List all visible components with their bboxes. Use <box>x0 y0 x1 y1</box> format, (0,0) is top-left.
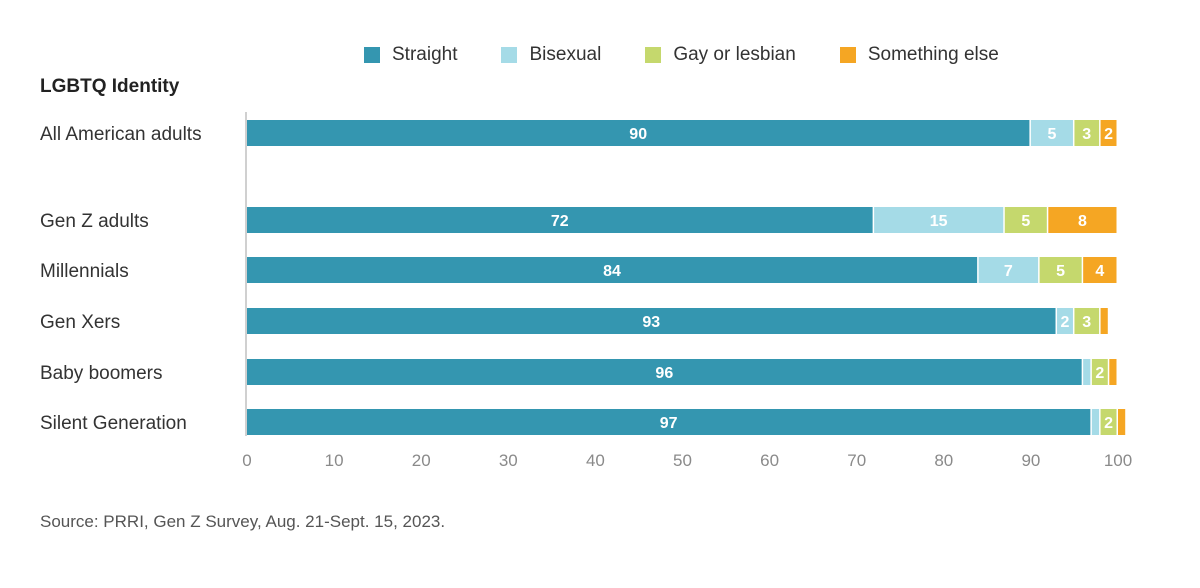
bar-all-american-adults-gay-or-lesbian <box>1074 120 1100 146</box>
x-tick-label-70: 70 <box>847 451 866 470</box>
data-label-silent-generation-straight: 97 <box>660 415 678 432</box>
x-tick-label-0: 0 <box>242 451 251 470</box>
bar-gen-xers-gay-or-lesbian <box>1074 308 1100 334</box>
bar-silent-generation-straight <box>247 409 1091 435</box>
bar-gen-z-adults-bisexual <box>874 207 1004 233</box>
bar-gen-z-adults-straight <box>247 207 873 233</box>
chart-title: LGBTQ Identity <box>40 76 180 97</box>
bar-millennials-something-else <box>1083 257 1117 283</box>
legend-item-straight: Straight <box>364 44 457 66</box>
x-tick-label-20: 20 <box>412 451 431 470</box>
legend-swatch-something-else <box>839 47 856 63</box>
x-tick-label-60: 60 <box>760 451 779 470</box>
data-label-all-american-adults-straight: 90 <box>629 126 647 143</box>
legend-label-straight: Straight <box>392 44 458 65</box>
bar-all-american-adults-something-else <box>1100 120 1117 146</box>
legend-swatch-gay-or-lesbian <box>645 47 662 63</box>
x-tick-label-90: 90 <box>1021 451 1040 470</box>
data-label-millennials-straight: 84 <box>603 263 621 280</box>
data-label-gen-z-adults-bisexual: 15 <box>930 213 948 230</box>
bar-all-american-adults-straight <box>247 120 1030 146</box>
stacked-bar-chart: All American adults Gen Z adults Millennia… <box>40 112 1132 470</box>
x-tick-label-30: 30 <box>499 451 518 470</box>
data-label-gen-z-adults-something-else: 8 <box>1078 213 1087 230</box>
data-label-millennials-gay-or-lesbian: 5 <box>1056 263 1065 280</box>
bar-millennials-bisexual <box>978 257 1039 283</box>
data-label-gen-xers-straight: 93 <box>642 314 660 331</box>
x-tick-label-80: 80 <box>934 451 953 470</box>
data-label-gen-xers-gay-or-lesbian: 3 <box>1082 314 1091 331</box>
legend-item-something-else: Something else <box>839 44 999 66</box>
bar-gen-z-adults-something-else <box>1048 207 1117 233</box>
category-label-gen-z-adults: Gen Z adults <box>40 211 149 232</box>
legend-label-gay-or-lesbian: Gay or lesbian <box>673 44 796 65</box>
x-tick-label-100: 100 <box>1104 451 1132 470</box>
data-label-baby-boomers-gay-or-lesbian: 2 <box>1095 365 1104 382</box>
data-label-silent-generation-gay-or-lesbian: 2 <box>1104 415 1113 432</box>
data-label-gen-z-adults-straight: 72 <box>551 213 569 230</box>
legend-swatch-straight <box>364 47 380 63</box>
bar-gen-xers-something-else <box>1100 308 1108 334</box>
category-label-millennials: Millennials <box>40 261 129 282</box>
bar-all-american-adults-bisexual <box>1030 120 1073 146</box>
legend-item-bisexual: Bisexual <box>501 44 601 66</box>
data-label-millennials-bisexual: 7 <box>1004 263 1013 280</box>
data-label-gen-xers-bisexual: 2 <box>1061 314 1070 331</box>
x-tick-label-40: 40 <box>586 451 605 470</box>
source-note: Source: PRRI, Gen Z Survey, Aug. 21-Sept… <box>40 512 446 531</box>
data-label-all-american-adults-bisexual: 5 <box>1047 126 1056 143</box>
data-label-millennials-something-else: 4 <box>1095 263 1104 280</box>
bar-silent-generation-bisexual <box>1091 409 1100 435</box>
bar-gen-z-adults-gay-or-lesbian <box>1004 207 1047 233</box>
legend-label-bisexual: Bisexual <box>529 44 602 65</box>
bar-millennials-gay-or-lesbian <box>1039 257 1082 283</box>
bar-gen-xers-straight <box>247 308 1056 334</box>
bar-baby-boomers-something-else <box>1109 359 1117 385</box>
category-label-baby-boomers: Baby boomers <box>40 363 163 384</box>
data-label-all-american-adults-something-else: 2 <box>1104 126 1113 143</box>
bar-baby-boomers-gay-or-lesbian <box>1091 359 1108 385</box>
data-label-gen-z-adults-gay-or-lesbian: 5 <box>1021 213 1030 230</box>
bar-silent-generation-something-else <box>1118 409 1126 435</box>
bar-millennials-straight <box>247 257 978 283</box>
bar-silent-generation-gay-or-lesbian <box>1100 409 1117 435</box>
chart-legend: Straight Bisexual Gay or lesbian Somethi… <box>364 44 1043 66</box>
bar-baby-boomers-bisexual <box>1083 359 1091 385</box>
category-label-all-american-adults: All American adults <box>40 124 202 145</box>
data-label-all-american-adults-gay-or-lesbian: 3 <box>1082 126 1091 143</box>
legend-item-gay-or-lesbian: Gay or lesbian <box>645 44 796 66</box>
x-tick-label-50: 50 <box>673 451 692 470</box>
bar-gen-xers-bisexual <box>1057 308 1073 334</box>
category-label-silent-generation: Silent Generation <box>40 413 187 434</box>
x-tick-label-10: 10 <box>325 451 344 470</box>
data-label-baby-boomers-straight: 96 <box>655 365 673 382</box>
legend-label-something-else: Something else <box>867 44 999 65</box>
category-label-gen-xers: Gen Xers <box>40 312 120 333</box>
legend-swatch-bisexual <box>501 47 518 63</box>
bar-baby-boomers-straight <box>247 359 1082 385</box>
